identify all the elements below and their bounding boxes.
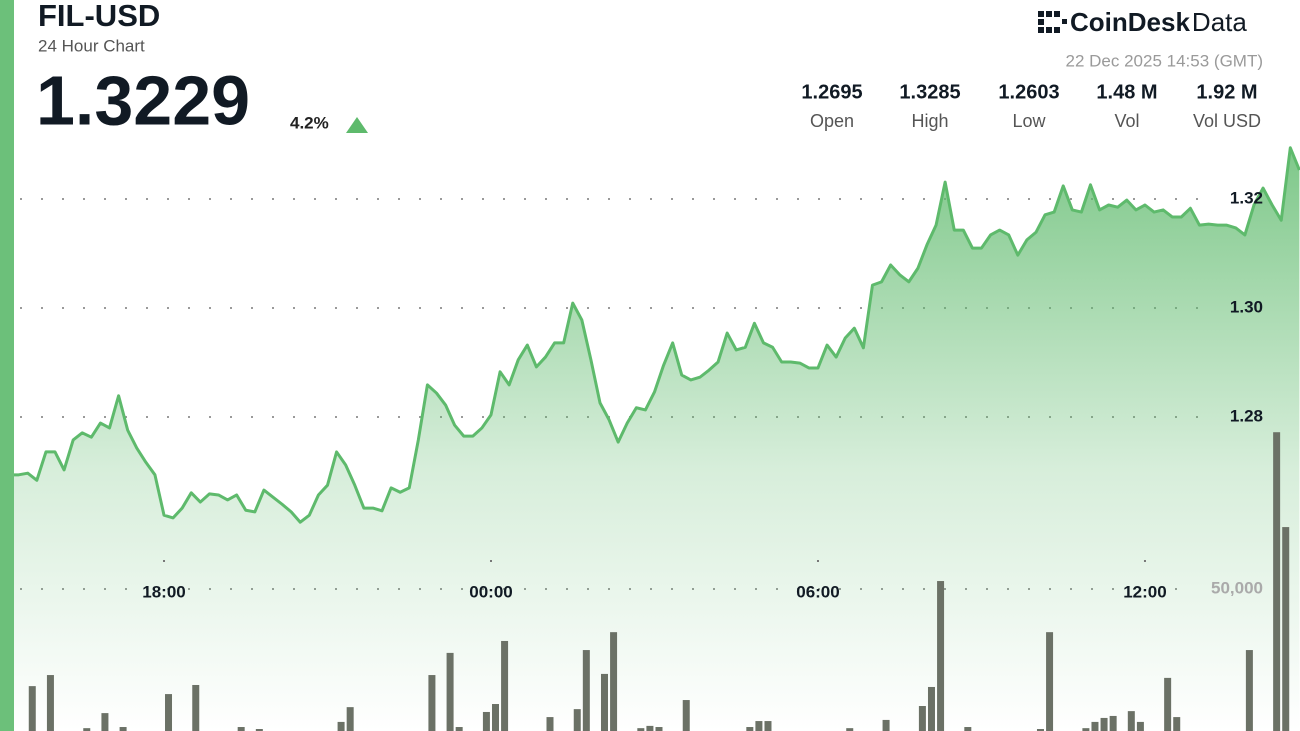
y-tick-label: 1.30 [1230,298,1263,317]
volume-bar [1046,632,1054,731]
stat-value: 1.2695 [801,81,862,103]
stat-label: Vol USD [1193,111,1261,131]
accent-bar [0,0,14,731]
volume-bar [1082,728,1090,731]
volume-bar [882,719,890,731]
y-tick-label: 1.32 [1230,188,1263,207]
volume-bar [546,717,554,731]
x-tick-mark [163,560,166,562]
header: FIL-USD 24 Hour Chart 1.3229 4.2% CoinDe… [36,0,1263,139]
volume-bar [446,652,454,731]
volume-bar [682,700,690,731]
chart-subtitle: 24 Hour Chart [38,36,145,55]
x-tick-mark [489,560,492,562]
volume-bar [573,709,581,731]
volume-bar [1136,721,1144,731]
volume-bar [764,721,772,731]
volume-bar [582,650,590,731]
volume-bar [46,675,54,731]
volume-bar [192,684,200,731]
plot-area: 1.28 1.30 1.32 50,000 18:00 00:00 06:00 12:00 [9,146,1300,731]
x-tick-mark [1143,560,1146,562]
volume-bar [491,704,499,731]
volume-bar [655,727,663,731]
volume-bar [1282,527,1290,731]
stat-value: 1.48 M [1096,81,1157,103]
stat-label: Vol [1114,111,1139,131]
volume-bar [918,706,926,731]
line-layer [9,146,1300,524]
volume-bar [428,675,436,731]
volume-bar [1091,721,1099,731]
volume-bar [119,727,127,731]
volume-bar [937,581,945,731]
price-line [9,146,1300,524]
logo-suffix: Data [1192,7,1247,37]
volume-bar [101,713,109,731]
y2-tick-label: 50,000 [1211,578,1263,597]
volume-bar [346,707,354,731]
volume-bar [482,711,490,731]
volume-bar [337,721,345,731]
volume-bar [610,632,618,731]
volume-bar [746,727,754,731]
volume-bar [237,727,245,731]
logo-icon [1038,11,1067,33]
stat-value: 1.92 M [1196,81,1257,103]
stat-value: 1.2603 [998,81,1059,103]
x-tick-label: 18:00 [142,582,185,601]
volume-bar [1273,432,1281,731]
logo-name: CoinDesk [1070,7,1190,37]
timestamp: 22 Dec 2025 14:53 (GMT) [1066,51,1263,70]
price-area [9,147,1300,731]
volume-bar [600,673,608,731]
area-layer [9,147,1300,731]
volume-bar [964,727,972,731]
price-change: 4.2% [290,113,329,132]
volume-layer [28,432,1290,731]
volume-bar [165,694,173,731]
volume-bar [455,727,463,731]
volume-bar [83,728,91,731]
stat-label: High [911,111,948,131]
x-tick-mark [816,560,819,562]
volume-bar [28,686,36,731]
x-tick-label: 06:00 [796,582,839,601]
volume-bar [1173,717,1181,731]
stat-label: Low [1012,111,1046,131]
volume-bar [1127,711,1135,731]
volume-bar [1109,715,1117,731]
stat-value: 1.3285 [899,81,960,103]
up-arrow [346,117,368,133]
volume-bar [637,728,645,731]
volume-bar [755,721,763,731]
volume-bar [1036,729,1044,731]
volume-bar [501,640,509,731]
volume-bar [1245,650,1253,731]
x-tick-label: 00:00 [469,582,512,601]
price: 1.3229 [36,61,250,139]
volume-bar [846,728,854,731]
x-tick-label: 12:00 [1123,582,1166,601]
volume-bar [1164,677,1172,731]
volume-bar [1100,717,1108,731]
volume-bar [927,686,935,731]
volume-bar [255,729,263,731]
labels: 1.28 1.30 1.32 50,000 18:00 00:00 06:00 12:00 [142,188,1263,601]
logo-text: CoinDeskData [1070,7,1247,37]
stat-label: Open [810,111,854,131]
chart-title: FIL-USD [38,0,160,33]
y-tick-label: 1.28 [1230,407,1263,426]
volume-bar [646,725,654,731]
